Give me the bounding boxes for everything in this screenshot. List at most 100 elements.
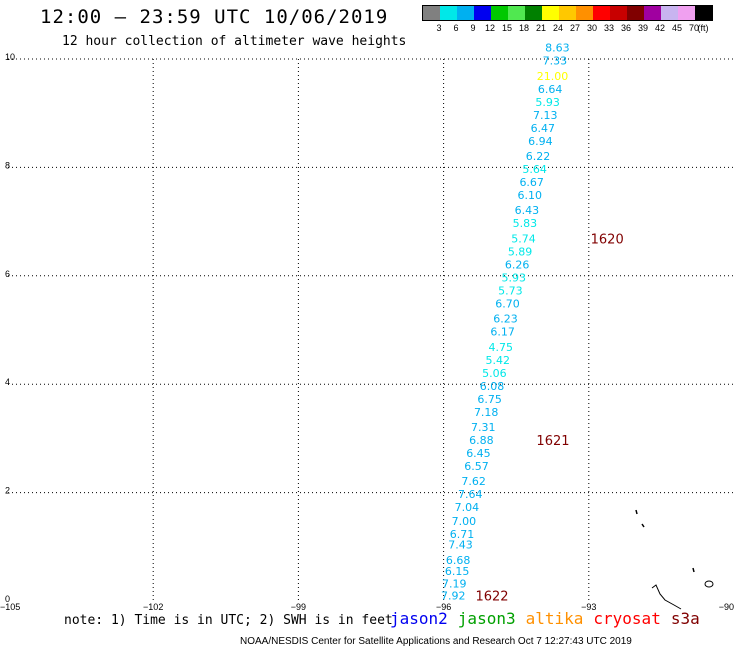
x-tick-label: −105 [0, 602, 20, 612]
swh-value-label: 7.43 [448, 539, 473, 552]
swh-value-label: 6.88 [469, 434, 494, 447]
swh-value-label: 7.92 [441, 590, 466, 603]
x-tick-label: −96 [436, 602, 451, 612]
time-label: 1622 [475, 590, 508, 605]
legend-swatch [423, 6, 440, 20]
satellite-legend: jason2 jason3 altika cryosat s3a [390, 609, 710, 628]
swh-value-label: 5.89 [508, 245, 533, 258]
swh-value-label: 6.71 [450, 528, 475, 541]
swh-value-label: 5.64 [522, 163, 547, 176]
swh-value-label: 5.42 [486, 354, 511, 367]
satellite-s3a: s3a [670, 609, 700, 628]
legend-swatch [678, 6, 695, 20]
coastline-fragment [651, 584, 682, 610]
legend-swatch-row [422, 5, 713, 21]
legend-swatch-label: 33 [603, 23, 615, 33]
swh-value-label: 6.68 [446, 554, 471, 567]
coastline [635, 509, 714, 610]
legend-swatch-label: 15 [501, 23, 513, 33]
swh-value-label: 7.33 [543, 55, 568, 68]
time-labels: 1620 1621 1622 [475, 232, 623, 604]
legend-swatch [644, 6, 661, 20]
swh-value-label: 7.19 [442, 578, 467, 591]
legend-swatch-label: 36 [620, 23, 632, 33]
swh-value-label: 6.26 [505, 258, 530, 271]
coastline-fragment [635, 509, 638, 515]
swh-value-label: 6.45 [466, 447, 491, 460]
satellite-cryosat: cryosat [593, 609, 661, 628]
legend-swatch-label: 39 [637, 23, 649, 33]
legend-swatch-label: 27 [569, 23, 581, 33]
y-tick-label: 8 [5, 160, 10, 170]
swh-value-label: 7.00 [452, 515, 477, 528]
swh-value-label: 5.83 [513, 217, 538, 230]
swh-values: 7.927.196.156.68 7.436.717.007.047.647.62… [441, 42, 570, 603]
swh-value-label: 5.74 [511, 232, 536, 245]
y-tick-label: 0 [5, 594, 10, 604]
legend-swatch-label: 70 [688, 23, 700, 33]
swh-value-label: 6.67 [519, 176, 544, 189]
legend-swatch-label: 24 [552, 23, 564, 33]
legend-swatch [542, 6, 559, 20]
swh-value-label: 7.62 [461, 475, 486, 488]
time-label: 1621 [536, 434, 569, 449]
time-label: 1620 [591, 232, 624, 247]
page-title: 12:00 – 23:59 UTC 10/06/2019 [40, 6, 389, 28]
swh-value-label: 6.94 [528, 135, 553, 148]
swh-value-label: 4.75 [488, 341, 513, 354]
coastline-fragment [641, 523, 645, 528]
y-tick-label: 6 [5, 269, 10, 279]
swh-value-label: 7.18 [474, 406, 499, 419]
legend-swatch [457, 6, 474, 20]
legend-swatch [559, 6, 576, 20]
legend-swatch [610, 6, 627, 20]
x-tick-label: −102 [143, 602, 163, 612]
swh-value-label: 5.73 [498, 284, 523, 297]
swh-value-label: 7.04 [455, 501, 480, 514]
swh-value-label: 6.64 [538, 83, 563, 96]
swh-value-label: 8.63 [545, 42, 570, 55]
y-tick-label: 10 [5, 52, 15, 62]
swh-value-label: 6.47 [531, 122, 556, 135]
swh-value-label: 6.23 [493, 313, 518, 326]
legend-swatch-label: 6 [453, 23, 459, 33]
satellite-altika: altika [525, 609, 584, 628]
swh-value-label: 6.17 [490, 326, 515, 339]
legend-swatch-label: 21 [535, 23, 547, 33]
swh-value-label: 21.00 [537, 70, 569, 83]
legend-swatch-label: 18 [518, 23, 530, 33]
swh-value-label: 6.15 [445, 565, 470, 578]
island-outline [704, 580, 714, 588]
legend-swatch [474, 6, 491, 20]
legend-swatch [695, 6, 712, 20]
swh-value-label: 7.64 [458, 488, 483, 501]
legend-swatch [491, 6, 508, 20]
x-tick-label: −99 [291, 602, 306, 612]
legend-swatch-label: 3 [436, 23, 442, 33]
coastline-fragment [692, 567, 695, 573]
swh-value-label: 6.70 [495, 297, 520, 310]
satellite-jason2: jason2 [390, 609, 448, 628]
legend-swatch [525, 6, 542, 20]
swh-value-label: 6.75 [477, 393, 502, 406]
legend-swatch [627, 6, 644, 20]
legend-swatch [440, 6, 457, 20]
swh-value-label: 6.43 [515, 204, 540, 217]
satellite-jason3: jason3 [457, 609, 516, 628]
legend-swatch [661, 6, 678, 20]
swh-value-label: 7.31 [471, 421, 496, 434]
color-scale-legend: 3 6 9 12 15 18 21 24 27 30 33 36 39 42 45 70 (ft) [422, 5, 713, 35]
x-tick-label: −90 [719, 602, 734, 612]
swh-value-label: 5.93 [502, 271, 527, 284]
swh-value-label: 6.57 [464, 460, 489, 473]
swh-value-label: 5.93 [535, 96, 560, 109]
page-subtitle: 12 hour collection of altimeter wave hei… [62, 34, 407, 49]
legend-label-row: 3 6 9 12 15 18 21 24 27 30 33 36 39 42 45 70 (ft) [422, 21, 713, 35]
legend-swatch [576, 6, 593, 20]
legend-swatch-label: 42 [654, 23, 666, 33]
swh-value-label: 6.10 [518, 189, 543, 202]
swh-value-label: 7.13 [533, 109, 558, 122]
units-note: note: 1) Time is in UTC; 2) SWH is in fe… [64, 613, 393, 628]
legend-swatch-label: 9 [470, 23, 476, 33]
